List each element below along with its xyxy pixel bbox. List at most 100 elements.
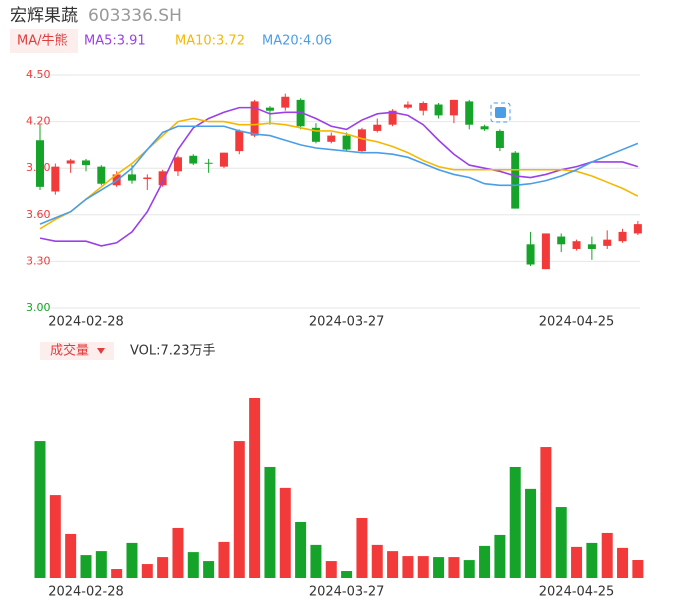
- candle-body: [235, 130, 244, 152]
- candle-body: [526, 244, 535, 265]
- ma-line: [39, 106, 639, 247]
- candle-body: [311, 127, 320, 142]
- vol-label: VOL:7.23万手: [130, 344, 215, 359]
- volume-bar: [279, 487, 291, 578]
- candle-body: [633, 224, 642, 234]
- candle-body: [449, 99, 458, 116]
- x-tick-label: 2024-04-25: [539, 315, 615, 330]
- volume-bar: [448, 557, 460, 578]
- y-tick-label: 4.50: [26, 68, 51, 81]
- candle-body: [173, 157, 182, 172]
- candle-body: [419, 102, 428, 111]
- stock-code: 603336.SH: [88, 6, 182, 26]
- volume-bar: [402, 556, 414, 578]
- candle-body: [327, 135, 336, 142]
- candle-body: [357, 129, 366, 152]
- volume-bar: [494, 534, 506, 578]
- candle-body: [403, 104, 412, 108]
- volume-bar: [65, 533, 77, 578]
- volume-bar: [325, 561, 337, 578]
- candle-body: [465, 101, 474, 125]
- candle-body: [480, 126, 489, 130]
- x-tick-label: 2024-03-27: [309, 315, 385, 330]
- candle-body: [281, 96, 290, 108]
- volume-bar: [172, 527, 184, 578]
- volume-bar: [509, 466, 521, 578]
- volume-bar: [356, 518, 368, 578]
- volume-bar: [295, 521, 307, 578]
- candle-body: [388, 110, 397, 125]
- volume-bar: [525, 488, 537, 578]
- candle-body: [204, 162, 213, 164]
- ma-line: [39, 117, 639, 230]
- candle-body: [127, 174, 136, 181]
- y-tick-label: 4.20: [26, 115, 51, 128]
- volume-bar: [203, 561, 215, 578]
- candle-body: [36, 140, 44, 187]
- volume-bar: [417, 556, 429, 578]
- candle-body: [250, 101, 259, 136]
- volume-bar: [387, 551, 399, 578]
- candle-body: [572, 241, 581, 249]
- volume-bar: [264, 466, 276, 578]
- dropdown-arrow[interactable]: [97, 348, 105, 354]
- candle-body: [342, 135, 351, 150]
- candle-body: [495, 130, 504, 149]
- vol-button[interactable]: 成交量: [50, 343, 89, 359]
- candle-body: [434, 104, 443, 116]
- volume-bar: [571, 546, 583, 578]
- candle-body: [541, 233, 550, 270]
- volume-bar: [463, 560, 475, 578]
- volume-bar: [34, 441, 46, 578]
- vol-button-bg[interactable]: [40, 342, 114, 360]
- ma-button-bg[interactable]: [10, 29, 78, 53]
- volume-bar: [111, 569, 123, 578]
- candle-body: [511, 152, 520, 209]
- volume-bar: [249, 398, 261, 578]
- candle-body: [51, 166, 60, 192]
- candle-body: [66, 160, 75, 164]
- ma-button[interactable]: MA/牛熊: [17, 33, 68, 49]
- candle-body: [81, 160, 90, 166]
- volume-bar: [555, 507, 567, 578]
- x-tick-label: 2024-03-27: [309, 585, 385, 600]
- candle-body: [587, 244, 596, 249]
- volume-bar: [540, 447, 552, 578]
- volume-bar: [95, 551, 107, 578]
- candle-body: [557, 236, 566, 245]
- volume-bar: [157, 557, 169, 578]
- volume-bar: [341, 571, 353, 578]
- x-tick-label: 2024-04-25: [539, 585, 615, 600]
- legend-entry: MA20:4.06: [262, 34, 332, 49]
- volume-bar: [49, 495, 61, 578]
- candle-body: [189, 155, 198, 164]
- volume-bar: [371, 544, 383, 578]
- volume-bar: [141, 564, 153, 578]
- candle-body: [373, 124, 382, 131]
- volume-bar: [218, 541, 230, 578]
- volume-bar: [617, 547, 629, 578]
- candle-body: [618, 231, 627, 242]
- y-tick-label: 3.30: [26, 254, 51, 267]
- candle-body: [265, 107, 274, 111]
- volume-bar: [126, 542, 138, 578]
- volume-bar: [632, 560, 644, 578]
- event-icon[interactable]: [490, 102, 511, 123]
- candle-body: [603, 239, 612, 246]
- stock-name: 宏辉果蔬: [10, 6, 78, 26]
- x-tick-label: 2024-02-28: [48, 315, 124, 330]
- legend-entry: MA5:3.91: [84, 34, 146, 49]
- y-tick-label: 3.00: [26, 301, 51, 314]
- candle-body: [219, 152, 228, 167]
- volume-bar: [479, 545, 491, 578]
- volume-bar: [233, 441, 245, 578]
- x-tick-label: 2024-02-28: [48, 585, 124, 600]
- volume-bar: [433, 557, 445, 578]
- y-tick-label: 3.60: [26, 208, 51, 221]
- ma-line: [39, 125, 639, 225]
- volume-bar: [601, 532, 613, 578]
- candle-body: [97, 166, 106, 184]
- volume-bar: [80, 555, 92, 578]
- volume-bar: [586, 542, 598, 578]
